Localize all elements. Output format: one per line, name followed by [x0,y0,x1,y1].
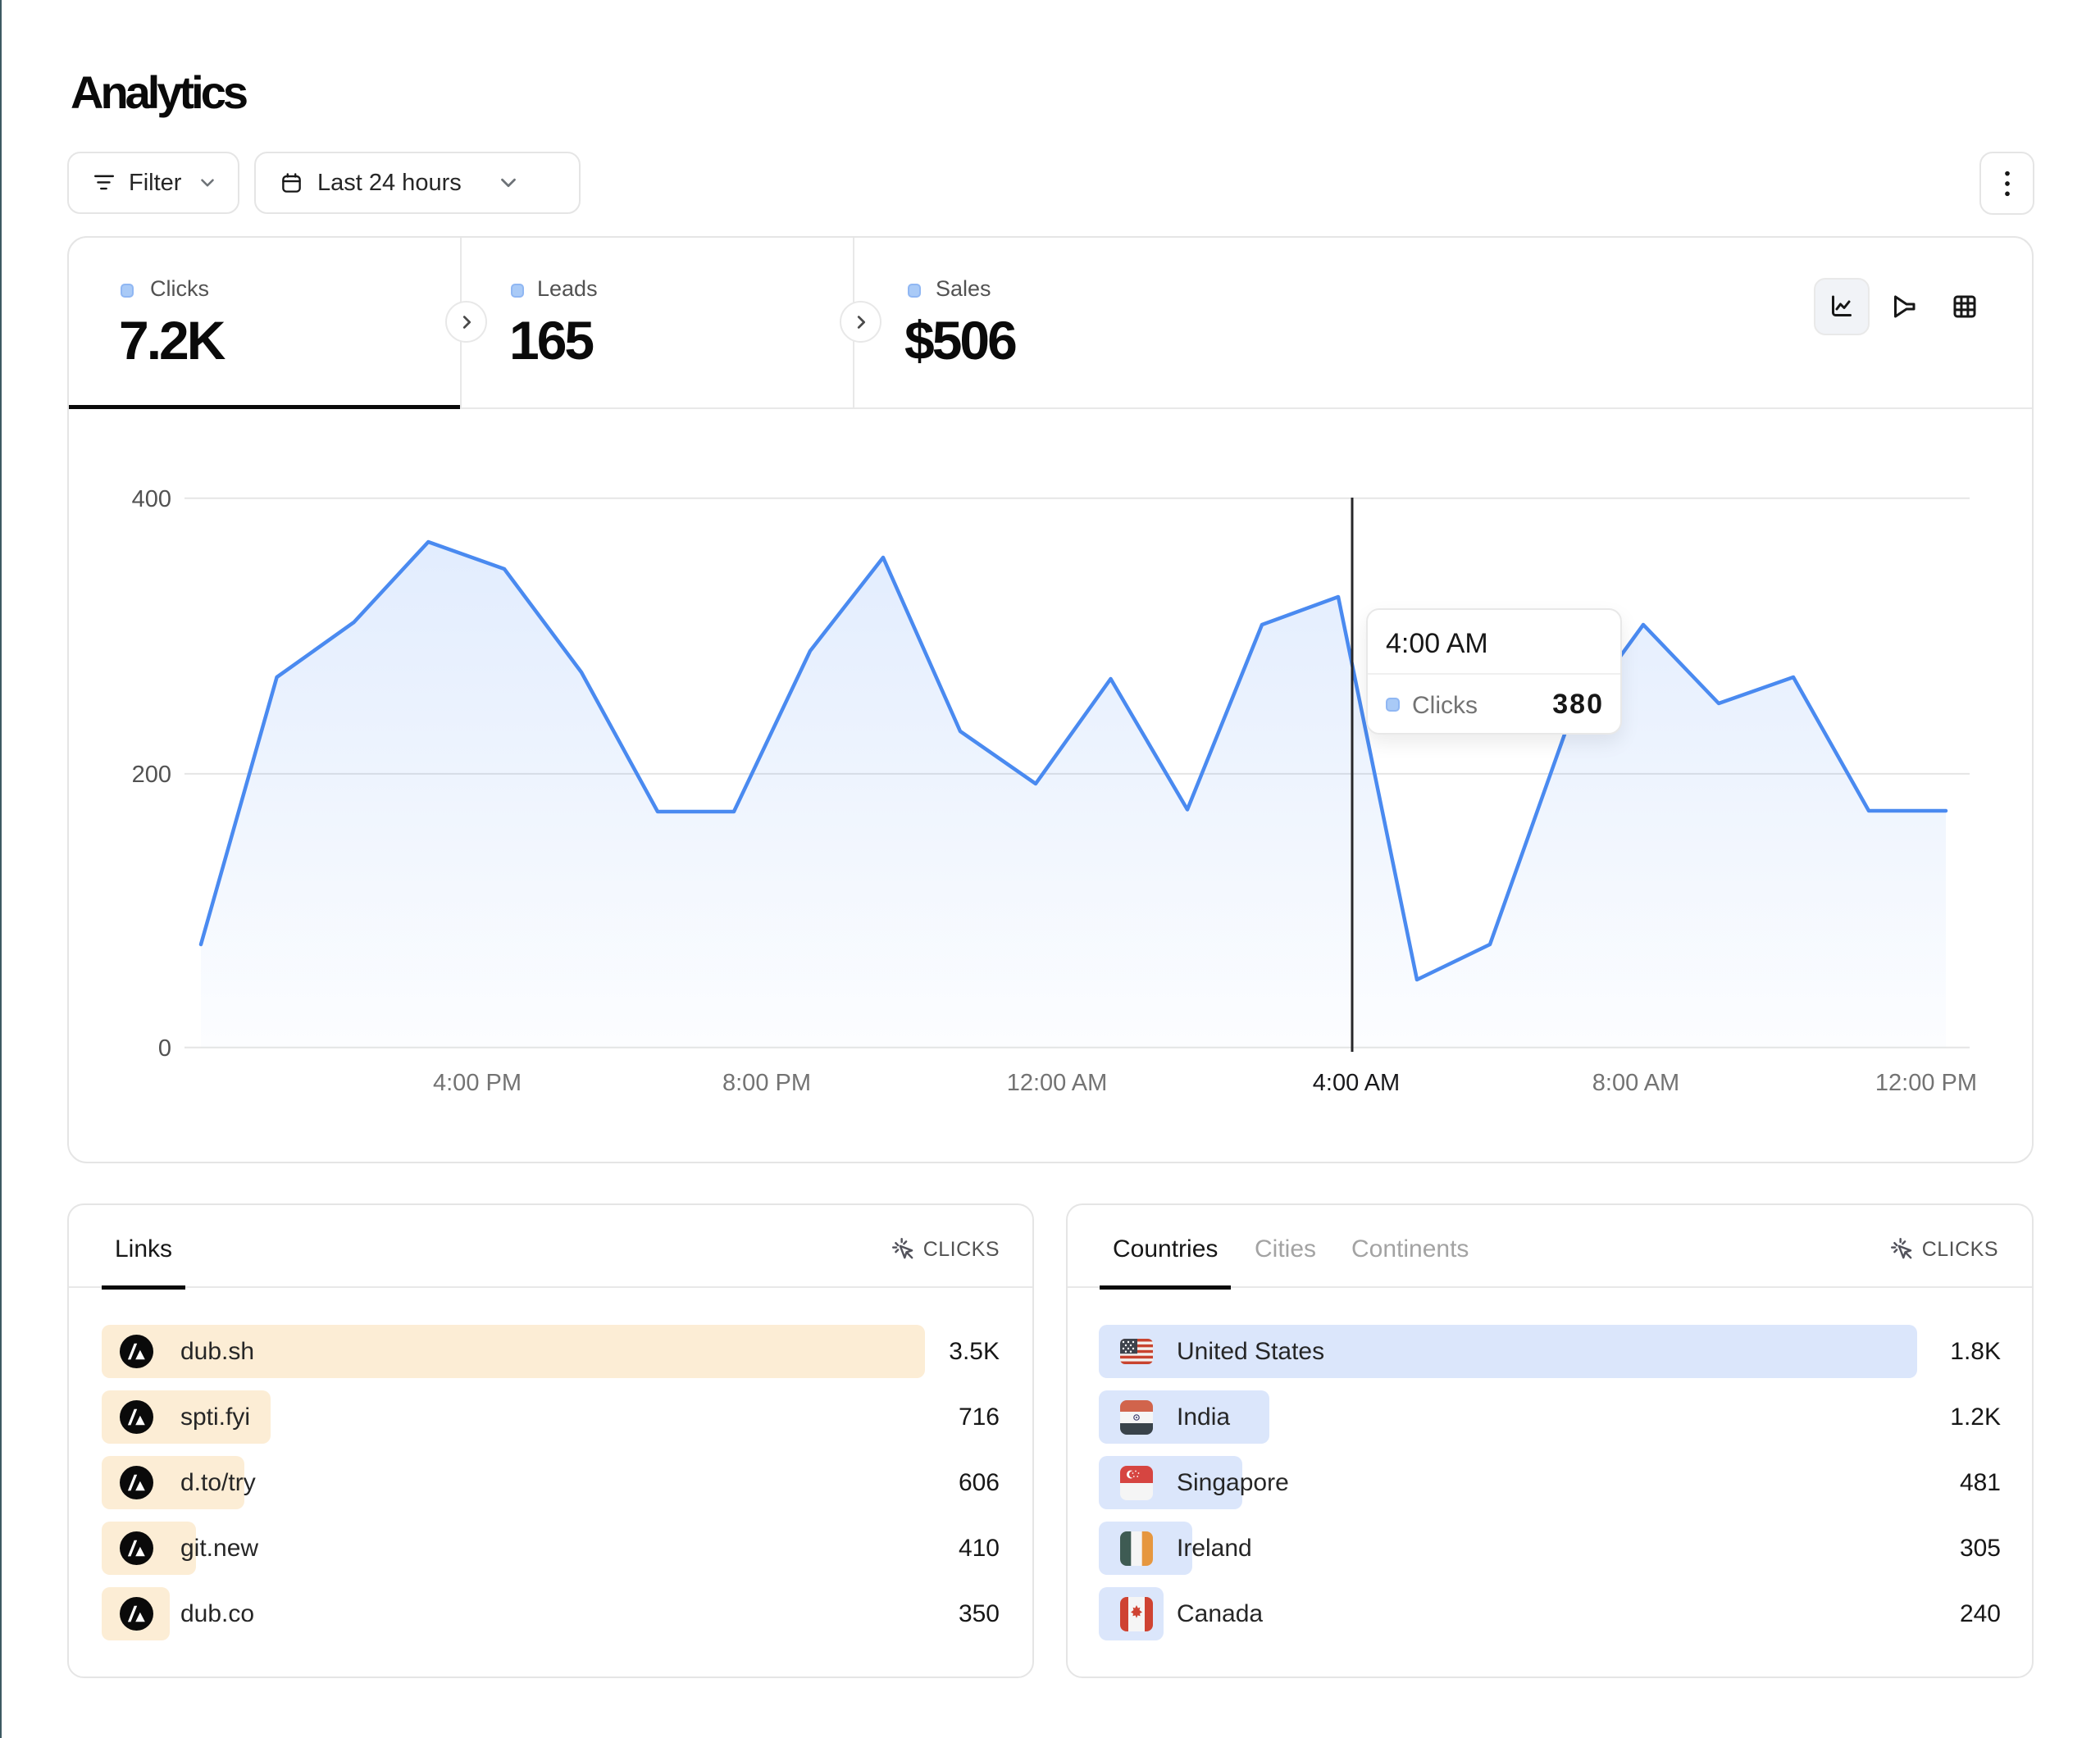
svg-text:8:00 PM: 8:00 PM [722,1070,811,1096]
svg-text:12:00 PM: 12:00 PM [1875,1070,1977,1096]
svg-text:400: 400 [132,486,171,512]
svg-text:0: 0 [158,1035,171,1062]
svg-text:12:00 AM: 12:00 AM [1007,1070,1108,1096]
svg-text:4:00 PM: 4:00 PM [433,1070,522,1096]
svg-text:200: 200 [132,762,171,788]
svg-text:4:00 AM: 4:00 AM [1313,1070,1400,1096]
svg-text:8:00 AM: 8:00 AM [1592,1070,1679,1096]
